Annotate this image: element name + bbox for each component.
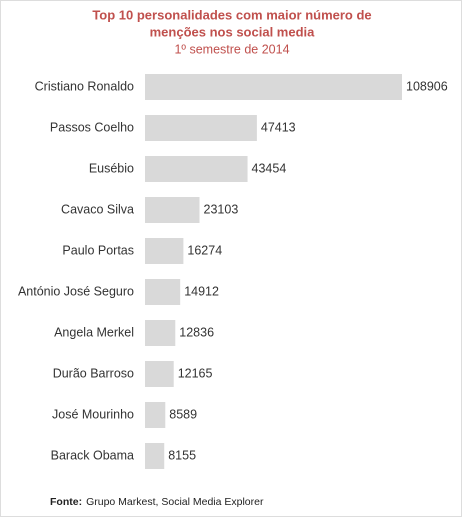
source-label: Fonte: <box>50 496 82 508</box>
bar <box>145 74 402 100</box>
chart-title: Top 10 personalidades com maior número d… <box>92 7 371 22</box>
category-label: Eusébio <box>89 161 134 175</box>
value-label: 8155 <box>168 448 196 462</box>
value-label: 43454 <box>252 161 287 175</box>
category-label: José Mourinho <box>52 407 134 421</box>
value-label: 12836 <box>179 325 214 339</box>
category-label: Cristiano Ronaldo <box>35 79 134 93</box>
bar <box>145 279 181 305</box>
value-label: 8589 <box>169 407 197 421</box>
category-label: Passos Coelho <box>50 120 134 134</box>
category-label: Angela Merkel <box>54 325 134 339</box>
value-label: 47413 <box>261 120 296 134</box>
bar <box>145 443 165 469</box>
value-label: 16274 <box>187 243 222 257</box>
bar <box>145 402 166 428</box>
value-label: 108906 <box>406 79 448 93</box>
bar <box>145 115 257 141</box>
bar <box>145 197 200 223</box>
category-label: Barack Obama <box>51 448 134 462</box>
category-label: Cavaco Silva <box>61 202 134 216</box>
value-label: 14912 <box>184 284 219 298</box>
chart-title: menções nos social media <box>150 24 316 39</box>
value-label: 23103 <box>204 202 239 216</box>
source-text: Grupo Markest, Social Media Explorer <box>86 496 264 508</box>
chart-subtitle: 1º semestre de 2014 <box>174 42 289 56</box>
category-label: Durão Barroso <box>53 366 134 380</box>
bar <box>145 320 176 346</box>
source: Fonte: Grupo Markest, Social Media Explor… <box>50 496 264 508</box>
bar <box>145 238 184 264</box>
category-label: Paulo Portas <box>62 243 134 257</box>
bar <box>145 156 248 182</box>
value-label: 12165 <box>178 366 213 380</box>
bar <box>145 361 174 387</box>
category-label: António José Seguro <box>18 284 134 298</box>
